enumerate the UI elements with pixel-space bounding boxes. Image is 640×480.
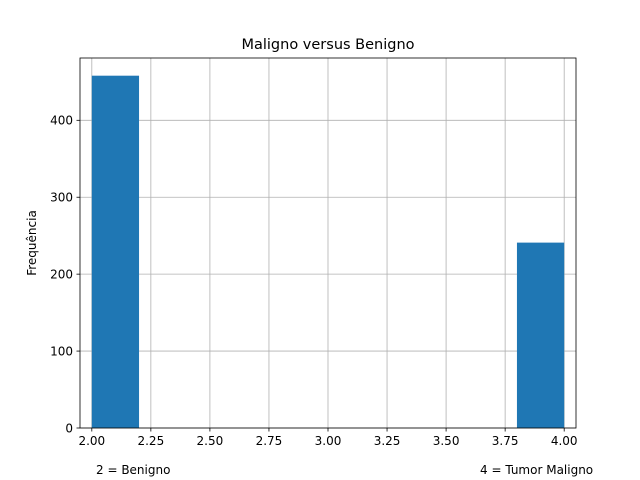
x-tick-label: 2.25 (137, 434, 164, 448)
x-axis-ticks: 2.00 2.25 2.50 2.75 3.00 3.25 3.50 3.75 4.00 (78, 428, 578, 448)
y-axis-label: Frequência (25, 210, 39, 276)
x-tick-label: 2.75 (256, 434, 283, 448)
x-tick-label: 2.50 (197, 434, 224, 448)
histogram-bar (91, 75, 140, 428)
x-tick-label: 3.75 (492, 434, 519, 448)
x-tick-label: 3.25 (374, 434, 401, 448)
x-tick-label: 4.00 (551, 434, 578, 448)
y-axis-ticks: 0 100 200 300 400 (50, 114, 80, 435)
histogram-bar (516, 242, 565, 428)
y-tick-label: 300 (50, 191, 73, 205)
y-tick-label: 0 (65, 421, 73, 435)
annotation-benigno: 2 = Benigno (96, 463, 170, 477)
y-tick-label: 400 (50, 114, 73, 128)
x-tick-label: 3.00 (315, 434, 342, 448)
y-tick-label: 200 (50, 267, 73, 281)
chart-title: Maligno versus Benigno (241, 37, 414, 53)
y-tick-label: 100 (50, 344, 73, 358)
annotation-maligno: 4 = Tumor Maligno (480, 463, 593, 477)
x-tick-label: 3.50 (433, 434, 460, 448)
bars (91, 75, 565, 428)
x-tick-label: 2.00 (78, 434, 105, 448)
